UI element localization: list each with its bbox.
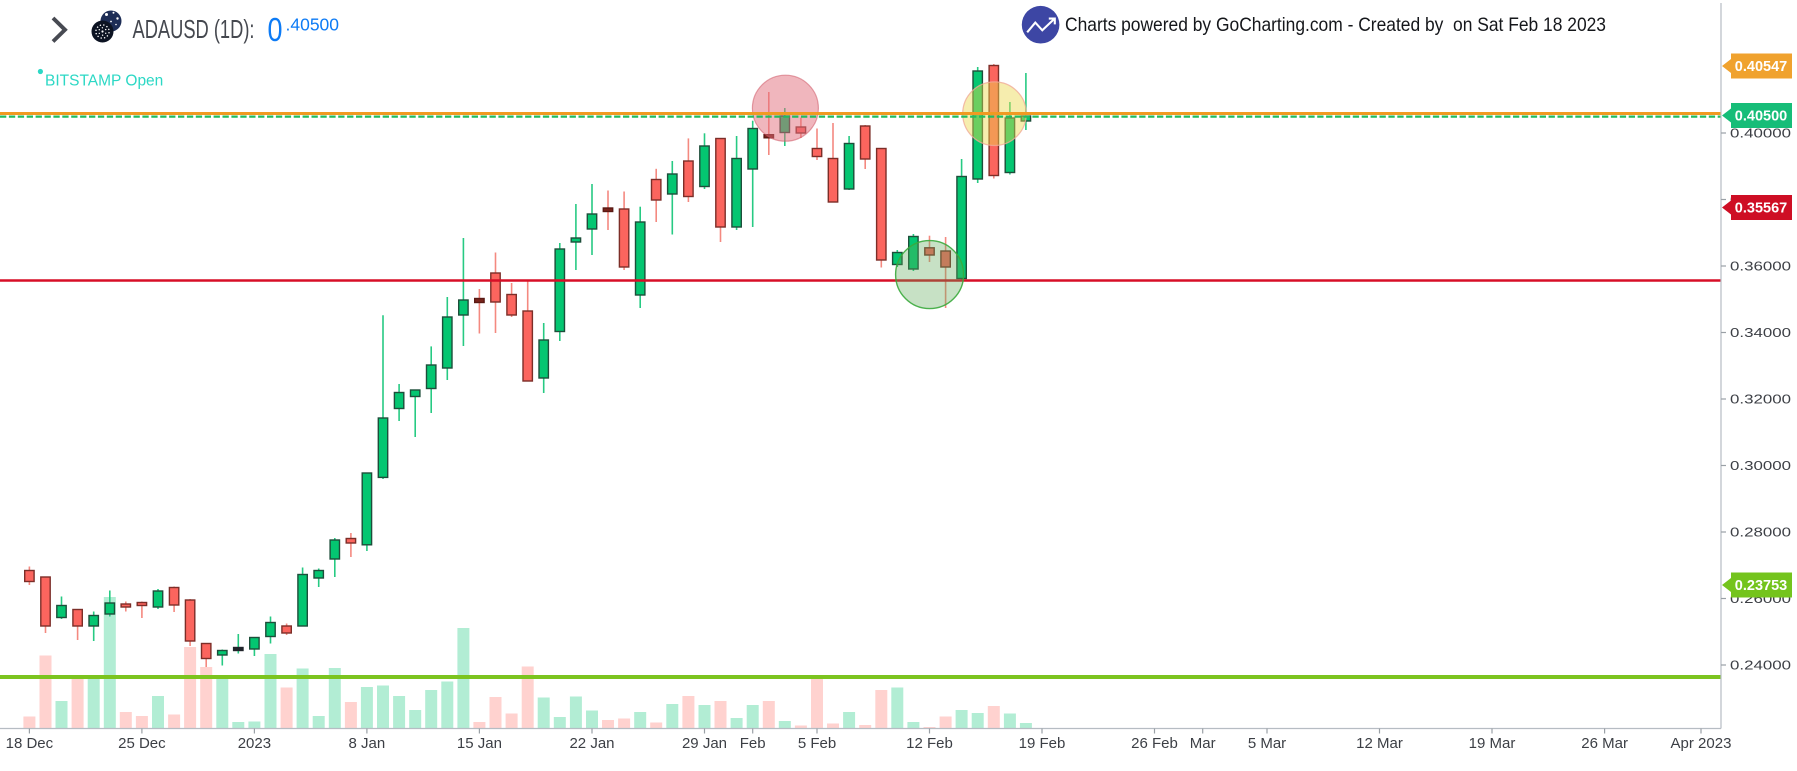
svg-text:Feb: Feb (740, 735, 766, 752)
svg-text:BITSTAMP Open: BITSTAMP Open (45, 73, 163, 90)
svg-text:29 Jan: 29 Jan (682, 735, 727, 752)
svg-text:0.32000: 0.32000 (1730, 392, 1791, 407)
svg-text:0: 0 (268, 11, 283, 48)
svg-text:0.28000: 0.28000 (1730, 525, 1791, 540)
svg-text:Charts powered by GoCharting.c: Charts powered by GoCharting.com - Creat… (1065, 14, 1606, 36)
svg-text:26 Feb: 26 Feb (1131, 735, 1178, 752)
svg-text:19 Mar: 19 Mar (1469, 735, 1516, 752)
svg-text:.40500: .40500 (286, 15, 340, 35)
svg-text:0.30000: 0.30000 (1730, 458, 1791, 473)
svg-text:5 Mar: 5 Mar (1248, 735, 1286, 752)
svg-text:0.24000: 0.24000 (1730, 658, 1791, 673)
svg-text:2023: 2023 (238, 735, 271, 752)
svg-text:0.40000: 0.40000 (1730, 126, 1791, 141)
svg-text:12 Feb: 12 Feb (906, 735, 953, 752)
svg-text:22 Jan: 22 Jan (569, 735, 614, 752)
svg-text:ADAUSD (1D):: ADAUSD (1D): (133, 14, 255, 44)
svg-text:0.23753: 0.23753 (1735, 578, 1787, 594)
svg-text:Mar: Mar (1190, 735, 1216, 752)
svg-text:0.36000: 0.36000 (1730, 259, 1791, 274)
svg-text:25 Dec: 25 Dec (118, 735, 166, 752)
svg-text:0.40547: 0.40547 (1735, 59, 1787, 75)
svg-text:0.34000: 0.34000 (1730, 325, 1791, 340)
svg-text:15 Jan: 15 Jan (457, 735, 502, 752)
svg-text:8 Jan: 8 Jan (349, 735, 386, 752)
svg-text:Apr 2023: Apr 2023 (1671, 735, 1732, 752)
svg-text:0.40500: 0.40500 (1735, 109, 1787, 125)
svg-text:19 Feb: 19 Feb (1019, 735, 1066, 752)
svg-text:26 Mar: 26 Mar (1581, 735, 1628, 752)
svg-text:5 Feb: 5 Feb (798, 735, 836, 752)
svg-text:0.35567: 0.35567 (1735, 201, 1787, 217)
svg-text:12 Mar: 12 Mar (1356, 735, 1403, 752)
svg-text:18 Dec: 18 Dec (6, 735, 54, 752)
